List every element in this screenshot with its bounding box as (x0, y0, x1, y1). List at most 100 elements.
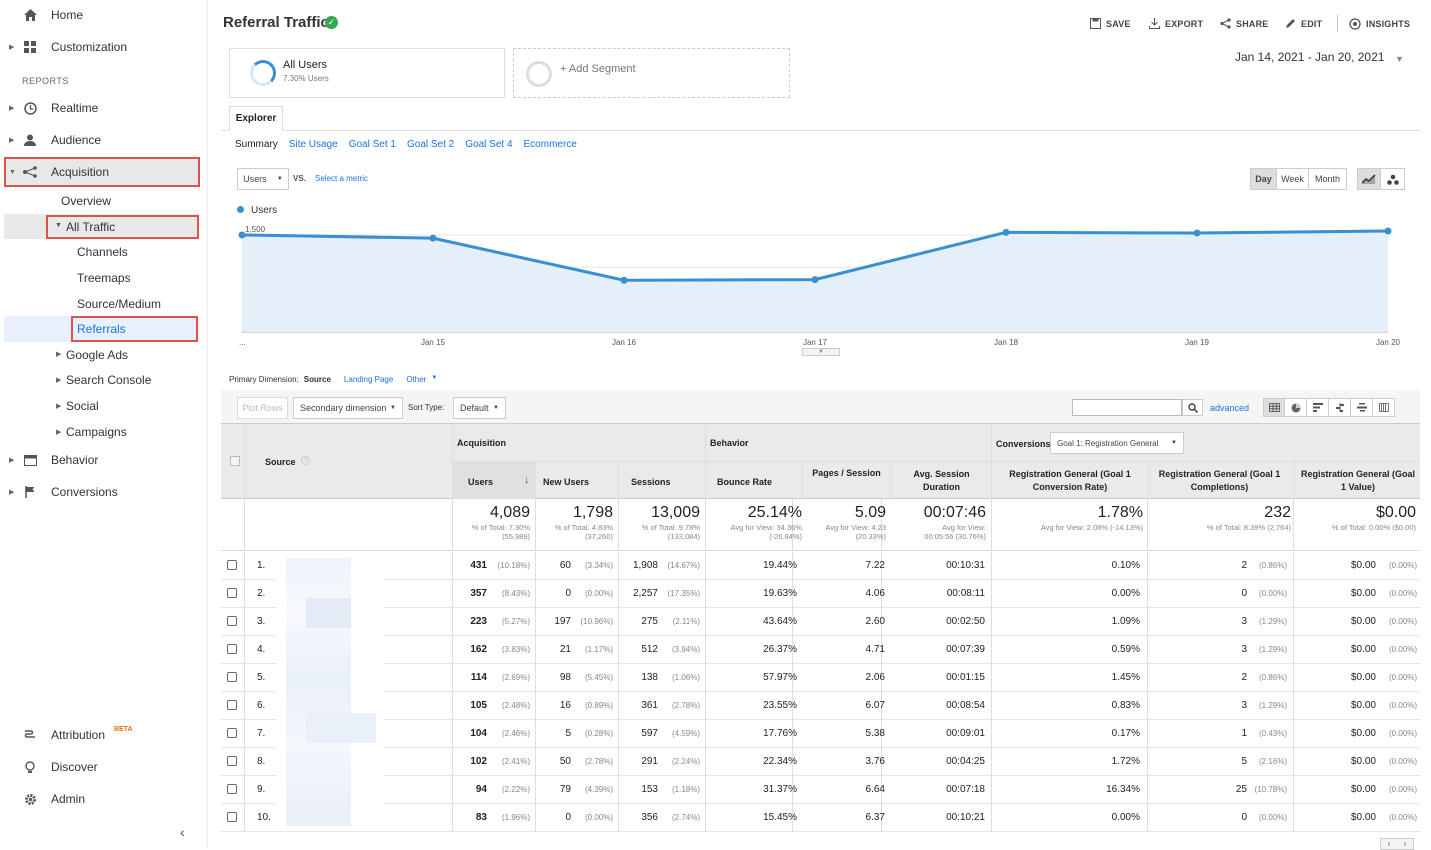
pivot-view-icon[interactable] (1373, 398, 1395, 417)
column-users[interactable]: Users (468, 477, 494, 487)
subtab-site-usage[interactable]: Site Usage (288, 139, 338, 150)
metric-select[interactable]: Users ▼ (237, 168, 289, 190)
data-point[interactable] (1002, 228, 1010, 236)
row-checkbox[interactable] (227, 672, 237, 682)
column-goal-value[interactable]: Registration General (Goal 1 Value) (1300, 469, 1416, 492)
row-checkbox[interactable] (227, 616, 237, 626)
subtab-goal-set-2[interactable]: Goal Set 2 (406, 139, 455, 150)
data-point[interactable] (1384, 227, 1392, 235)
collapse-sidebar-icon[interactable]: ‹ (180, 824, 185, 840)
column-pages-per-session[interactable]: Pages / Session (812, 468, 881, 478)
column-conversion-rate[interactable]: Registration General (Goal 1 Conversion … (1009, 469, 1131, 492)
select-metric-link[interactable]: Select a metric (315, 174, 368, 183)
day-button[interactable]: Day (1250, 168, 1277, 190)
row-checkbox[interactable] (227, 560, 237, 570)
table-search-input[interactable] (1072, 399, 1182, 416)
subtab-goal-set-1[interactable]: Goal Set 1 (348, 139, 396, 150)
edit-button[interactable]: EDIT (1285, 18, 1322, 29)
nav-google-ads[interactable]: Google Ads (66, 348, 129, 362)
chart-resize-handle[interactable]: ▼ (802, 348, 840, 356)
table-view-icon[interactable] (1263, 398, 1285, 417)
table-row[interactable]: 3. 223 (5.27%) 197 (10.96%) 275 (2.11%) 43.64% 2… (221, 608, 1420, 636)
nav-overview[interactable]: Overview (61, 194, 112, 208)
nav-behavior[interactable]: ▶ Behavior (0, 447, 208, 473)
column-bounce-rate[interactable]: Bounce Rate (717, 477, 773, 487)
subtab-goal-set-4[interactable]: Goal Set 4 (465, 139, 513, 150)
term-cloud-icon[interactable] (1351, 398, 1373, 417)
row-checkbox[interactable] (227, 812, 237, 822)
row-checkbox[interactable] (227, 588, 237, 598)
row-checkbox[interactable] (227, 700, 237, 710)
nav-all-traffic[interactable]: All Traffic (66, 220, 116, 234)
row-checkbox[interactable] (227, 756, 237, 766)
segment-all-users[interactable]: All Users 7.30% Users (229, 48, 505, 98)
nav-channels[interactable]: Channels (77, 245, 128, 259)
date-range[interactable]: Jan 14, 2021 - Jan 20, 2021 (1235, 50, 1385, 64)
column-avg-session-duration[interactable]: Avg. Session Duration (913, 469, 970, 492)
month-button[interactable]: Month (1309, 168, 1347, 190)
table-row[interactable]: 5. 114 (2.69%) 98 (5.45%) 138 (1.06%) 57.97% 2.0… (221, 664, 1420, 692)
nav-audience[interactable]: ▶ Audience (0, 127, 208, 153)
column-source[interactable]: Source (265, 457, 296, 467)
data-point[interactable] (811, 276, 819, 284)
table-row[interactable]: 9. 94 (2.22%) 79 (4.39%) 153 (1.18%) 31.37% 6.64… (221, 776, 1420, 804)
select-all-checkbox[interactable] (230, 456, 240, 466)
tab-explorer[interactable]: Explorer (229, 106, 283, 131)
sort-descending-icon[interactable]: ↓ (524, 474, 530, 486)
table-row[interactable]: 2. 357 (8.43%) 0 (0.00%) 2,257 (17.35%) 19.63% 4… (221, 580, 1420, 608)
save-button[interactable]: SAVE (1090, 18, 1131, 29)
row-checkbox[interactable] (227, 784, 237, 794)
data-point[interactable] (429, 234, 437, 242)
nav-conversions[interactable]: ▶ Conversions (0, 479, 208, 505)
nav-search-console[interactable]: Search Console (66, 373, 152, 387)
secondary-dimension-select[interactable]: Secondary dimension ▼ (293, 397, 403, 419)
nav-social[interactable]: Social (66, 399, 99, 413)
table-row[interactable]: 6. 105 (2.48%) 16 (0.89%) 361 (2.78%) 23.55% 6.0… (221, 692, 1420, 720)
subtab-ecommerce[interactable]: Ecommerce (523, 139, 577, 150)
nav-realtime[interactable]: ▶ Realtime (0, 95, 208, 121)
help-icon[interactable]: ? (301, 456, 310, 465)
date-dropdown-icon[interactable]: ▼ (1395, 54, 1404, 64)
column-completions[interactable]: Registration General (Goal 1 Completions… (1158, 469, 1281, 492)
nav-discover[interactable]: Discover (0, 754, 208, 780)
nav-campaigns[interactable]: Campaigns (66, 425, 127, 439)
share-button[interactable]: SHARE (1220, 18, 1269, 29)
row-checkbox[interactable] (227, 728, 237, 738)
nav-source-medium[interactable]: Source/Medium (77, 297, 162, 311)
search-button[interactable] (1182, 399, 1203, 416)
advanced-filter-link[interactable]: advanced (1210, 403, 1250, 413)
nav-referrals[interactable]: Referrals (77, 322, 126, 336)
next-page-icon[interactable]: › (1403, 839, 1407, 848)
data-point[interactable] (238, 231, 246, 239)
dimension-landing-page[interactable]: Landing Page (343, 375, 394, 384)
table-row[interactable]: 1. 431 (10.18%) 60 (3.34%) 1,908 (14.67%) 19.44… (221, 552, 1420, 580)
export-button[interactable]: EXPORT (1149, 18, 1203, 29)
plot-rows-button[interactable]: Plot Rows (237, 397, 288, 419)
dimension-other[interactable]: Other (406, 375, 427, 384)
row-checkbox[interactable] (227, 644, 237, 654)
week-button[interactable]: Week (1277, 168, 1309, 190)
pie-view-icon[interactable] (1285, 398, 1307, 417)
goal-select[interactable]: Goal 1: Registration General ▼ (1050, 432, 1184, 454)
data-point[interactable] (620, 276, 628, 284)
column-sessions[interactable]: Sessions (631, 477, 671, 487)
table-row[interactable]: 4. 162 (3.83%) 21 (1.17%) 512 (3.94%) 26.37% 4.7… (221, 636, 1420, 664)
add-segment-button[interactable]: + Add Segment (513, 48, 790, 98)
subtab-summary[interactable]: Summary (235, 139, 278, 150)
dimension-source[interactable]: Source (303, 375, 331, 384)
nav-treemaps[interactable]: Treemaps (77, 271, 131, 285)
nav-attribution[interactable]: Attribution BETA (0, 722, 208, 748)
comparison-view-icon[interactable] (1329, 398, 1351, 417)
nav-admin[interactable]: Admin (0, 786, 208, 812)
prev-page-icon[interactable]: ‹ (1387, 839, 1391, 848)
table-row[interactable]: 10. 83 (1.96%) 0 (0.00%) 356 (2.74%) 15.45% 6.37… (221, 804, 1420, 832)
table-row[interactable]: 7. 104 (2.46%) 5 (0.28%) 597 (4.59%) 17.76% 5.38… (221, 720, 1420, 748)
insights-button[interactable]: INSIGHTS (1349, 18, 1410, 30)
performance-view-icon[interactable] (1307, 398, 1329, 417)
column-new-users[interactable]: New Users (543, 477, 590, 487)
sort-type-select[interactable]: Default ▼ (453, 397, 506, 419)
nav-customization[interactable]: ▶ Customization (0, 34, 208, 60)
data-point[interactable] (1193, 229, 1201, 237)
nav-acquisition[interactable]: ▼ Acquisition (0, 159, 208, 185)
motion-chart-icon[interactable] (1381, 168, 1405, 190)
